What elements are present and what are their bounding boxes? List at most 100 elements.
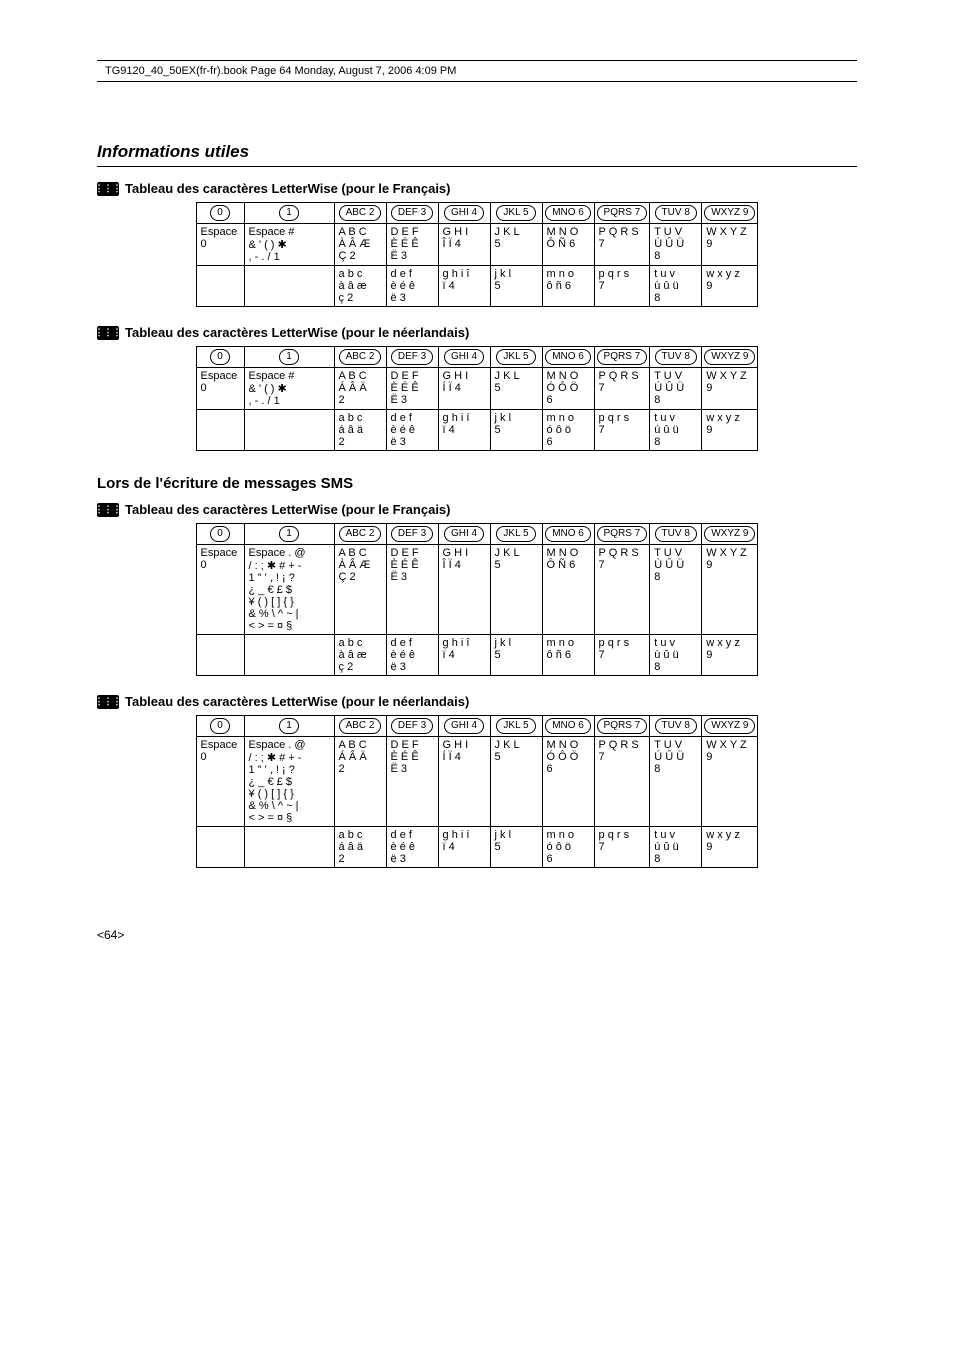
- keycap-icon: JKL 5: [496, 349, 535, 365]
- keycap-icon: ABC 2: [339, 205, 382, 221]
- table-title: ⋮⋮⋮ Tableau des caractères LetterWise (po…: [97, 502, 857, 517]
- char-cell: Espace . @ / : ; ✱ # + - 1 " ' , ! ¡ ? ¿…: [244, 545, 334, 635]
- keycap-icon: 1: [279, 526, 299, 542]
- char-cell: Espace 0: [196, 368, 244, 410]
- char-cell: J K L 5: [490, 545, 542, 635]
- key-header: WXYZ 9: [702, 347, 758, 368]
- table-header-row: 01ABC 2DEF 3GHI 4JKL 5MNO 6PQRS 7TUV 8WX…: [196, 524, 758, 545]
- char-cell: [244, 635, 334, 676]
- char-icon: ⋮⋮⋮: [97, 182, 119, 196]
- char-cell: G H I Î Ï 4: [438, 545, 490, 635]
- char-cell: A B C Á Â Ä 2: [334, 737, 386, 827]
- key-header: ABC 2: [334, 524, 386, 545]
- char-cell: j k l 5: [490, 410, 542, 451]
- key-header: WXYZ 9: [702, 524, 758, 545]
- char-cell: [244, 266, 334, 307]
- key-header: TUV 8: [650, 524, 702, 545]
- key-header: WXYZ 9: [702, 716, 758, 737]
- key-header: GHI 4: [438, 524, 490, 545]
- key-header: GHI 4: [438, 203, 490, 224]
- char-cell: p q r s 7: [594, 827, 650, 868]
- char-cell: P Q R S 7: [594, 368, 650, 410]
- key-header: JKL 5: [490, 716, 542, 737]
- key-header: PQRS 7: [594, 716, 650, 737]
- key-header: 1: [244, 524, 334, 545]
- key-header: WXYZ 9: [702, 203, 758, 224]
- char-cell: G H I Í Ï 4: [438, 368, 490, 410]
- key-header: 1: [244, 716, 334, 737]
- key-header: PQRS 7: [594, 347, 650, 368]
- char-cell: d e f è é ê ë 3: [386, 635, 438, 676]
- char-cell: J K L 5: [490, 737, 542, 827]
- key-header: 1: [244, 347, 334, 368]
- char-cell: g h i î ï 4: [438, 266, 490, 307]
- char-cell: T U V Ú Û Ü 8: [650, 737, 702, 827]
- table-header-row: 01ABC 2DEF 3GHI 4JKL 5MNO 6PQRS 7TUV 8WX…: [196, 716, 758, 737]
- char-cell: d e f è é ê ë 3: [386, 266, 438, 307]
- keycap-icon: MNO 6: [545, 349, 591, 365]
- char-cell: p q r s 7: [594, 410, 650, 451]
- key-header: 1: [244, 203, 334, 224]
- char-cell: t u v ú û ü 8: [650, 827, 702, 868]
- table-row: Espace 0Espace # & ' ( ) ✱ , - . / 1A B …: [196, 368, 758, 410]
- table-row: a b c á â ä 2d e f è é ê ë 3g h i í ï 4j…: [196, 410, 758, 451]
- char-cell: a b c à â æ ç 2: [334, 635, 386, 676]
- char-table: 01ABC 2DEF 3GHI 4JKL 5MNO 6PQRS 7TUV 8WX…: [196, 523, 759, 676]
- key-header: MNO 6: [542, 203, 594, 224]
- char-icon: ⋮⋮⋮: [97, 326, 119, 340]
- keycap-icon: WXYZ 9: [704, 349, 755, 365]
- char-cell: T U V Ù Û Ü 8: [650, 545, 702, 635]
- table-title: ⋮⋮⋮Tableau des caractères LetterWise (po…: [97, 325, 857, 340]
- print-header: TG9120_40_50EX(fr-fr).book Page 64 Monda…: [97, 60, 857, 82]
- keycap-icon: 1: [279, 349, 299, 365]
- char-cell: [196, 410, 244, 451]
- char-cell: g h i í ï 4: [438, 410, 490, 451]
- char-cell: D E F È É Ê Ë 3: [386, 224, 438, 266]
- char-cell: a b c á â ä 2: [334, 827, 386, 868]
- char-cell: [196, 827, 244, 868]
- char-cell: Espace 0: [196, 224, 244, 266]
- keycap-icon: MNO 6: [545, 205, 591, 221]
- key-header: ABC 2: [334, 716, 386, 737]
- keycap-icon: DEF 3: [391, 718, 433, 734]
- key-header: PQRS 7: [594, 524, 650, 545]
- char-cell: j k l 5: [490, 635, 542, 676]
- sms-heading: Lors de l'écriture de messages SMS: [97, 475, 857, 492]
- keycap-icon: PQRS 7: [597, 718, 648, 734]
- key-header: DEF 3: [386, 203, 438, 224]
- char-cell: D E F È É Ê Ë 3: [386, 368, 438, 410]
- keycap-icon: JKL 5: [496, 526, 535, 542]
- char-cell: A B C À Â Æ Ç 2: [334, 224, 386, 266]
- page: TG9120_40_50EX(fr-fr).book Page 64 Monda…: [97, 0, 857, 942]
- key-header: MNO 6: [542, 716, 594, 737]
- table-row: Espace 0Espace # & ' ( ) ✱ , - . / 1A B …: [196, 224, 758, 266]
- key-header: JKL 5: [490, 347, 542, 368]
- char-cell: D E F È É Ê Ë 3: [386, 545, 438, 635]
- table-row: a b c à â æ ç 2d e f è é ê ë 3g h i î ï …: [196, 266, 758, 307]
- table-title-text: Tableau des caractères LetterWise (pour …: [125, 181, 451, 196]
- char-cell: j k l 5: [490, 266, 542, 307]
- char-cell: A B C À Â Æ Ç 2: [334, 545, 386, 635]
- char-cell: m n o ó ô ö 6: [542, 410, 594, 451]
- keycap-icon: TUV 8: [655, 526, 697, 542]
- char-cell: W X Y Z 9: [702, 737, 758, 827]
- char-cell: t u v ù û ü 8: [650, 266, 702, 307]
- char-icon: ⋮⋮⋮: [97, 503, 119, 517]
- keycap-icon: ABC 2: [339, 718, 382, 734]
- char-cell: [196, 635, 244, 676]
- char-cell: t u v ú û ü 8: [650, 410, 702, 451]
- char-cell: M N O Ô Ñ 6: [542, 545, 594, 635]
- char-cell: J K L 5: [490, 224, 542, 266]
- table-row: a b c á â ä 2d e f è é ê ë 3g h i í ï 4j…: [196, 827, 758, 868]
- key-header: 0: [196, 716, 244, 737]
- table-header-row: 01ABC 2DEF 3GHI 4JKL 5MNO 6PQRS 7TUV 8WX…: [196, 203, 758, 224]
- char-cell: g h i í ï 4: [438, 827, 490, 868]
- keycap-icon: ABC 2: [339, 526, 382, 542]
- table-title-text: Tableau des caractères LetterWise (pour …: [125, 502, 451, 517]
- keycap-icon: 0: [210, 349, 230, 365]
- keycap-icon: JKL 5: [496, 205, 535, 221]
- char-cell: T U V Ù Û Ü 8: [650, 224, 702, 266]
- char-cell: [244, 410, 334, 451]
- char-cell: J K L 5: [490, 368, 542, 410]
- keycap-icon: ABC 2: [339, 349, 382, 365]
